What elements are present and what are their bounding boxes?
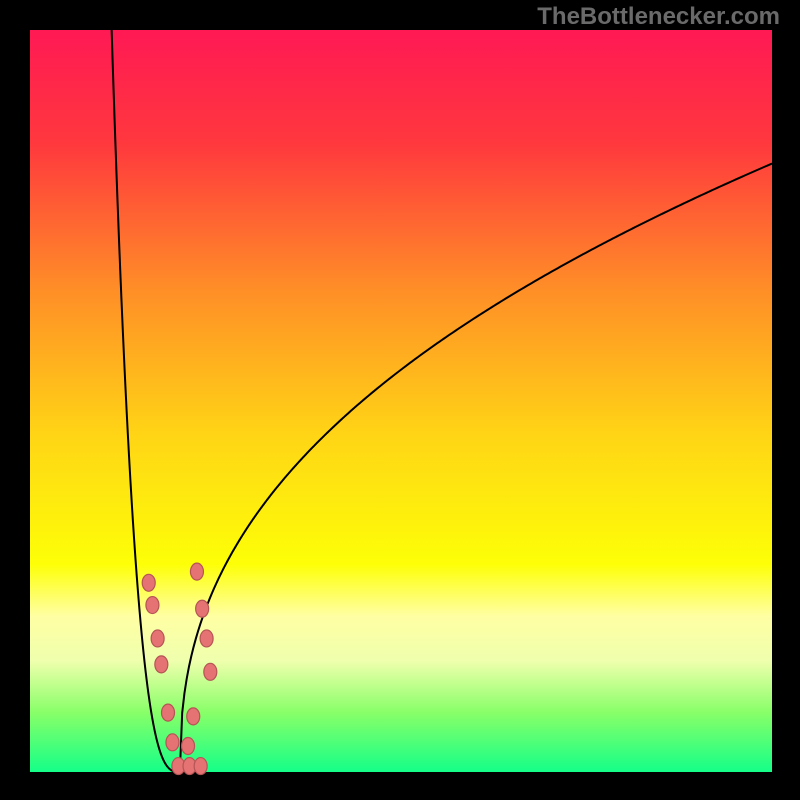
data-point-marker [166,734,179,751]
chart-container: TheBottlenecker.com [0,0,800,800]
data-point-marker [187,708,200,725]
plot-area [30,30,772,772]
data-point-marker [155,656,168,673]
data-point-marker [182,738,195,755]
data-point-marker [196,600,209,617]
bottleneck-curve-chart: TheBottlenecker.com [0,0,800,800]
data-point-marker [162,704,175,721]
data-point-marker [194,758,207,775]
data-point-marker [204,663,217,680]
data-point-marker [142,574,155,591]
data-point-marker [146,597,159,614]
data-point-marker [151,630,164,647]
data-point-marker [200,630,213,647]
data-point-marker [190,563,203,580]
watermark-text: TheBottlenecker.com [537,3,780,30]
